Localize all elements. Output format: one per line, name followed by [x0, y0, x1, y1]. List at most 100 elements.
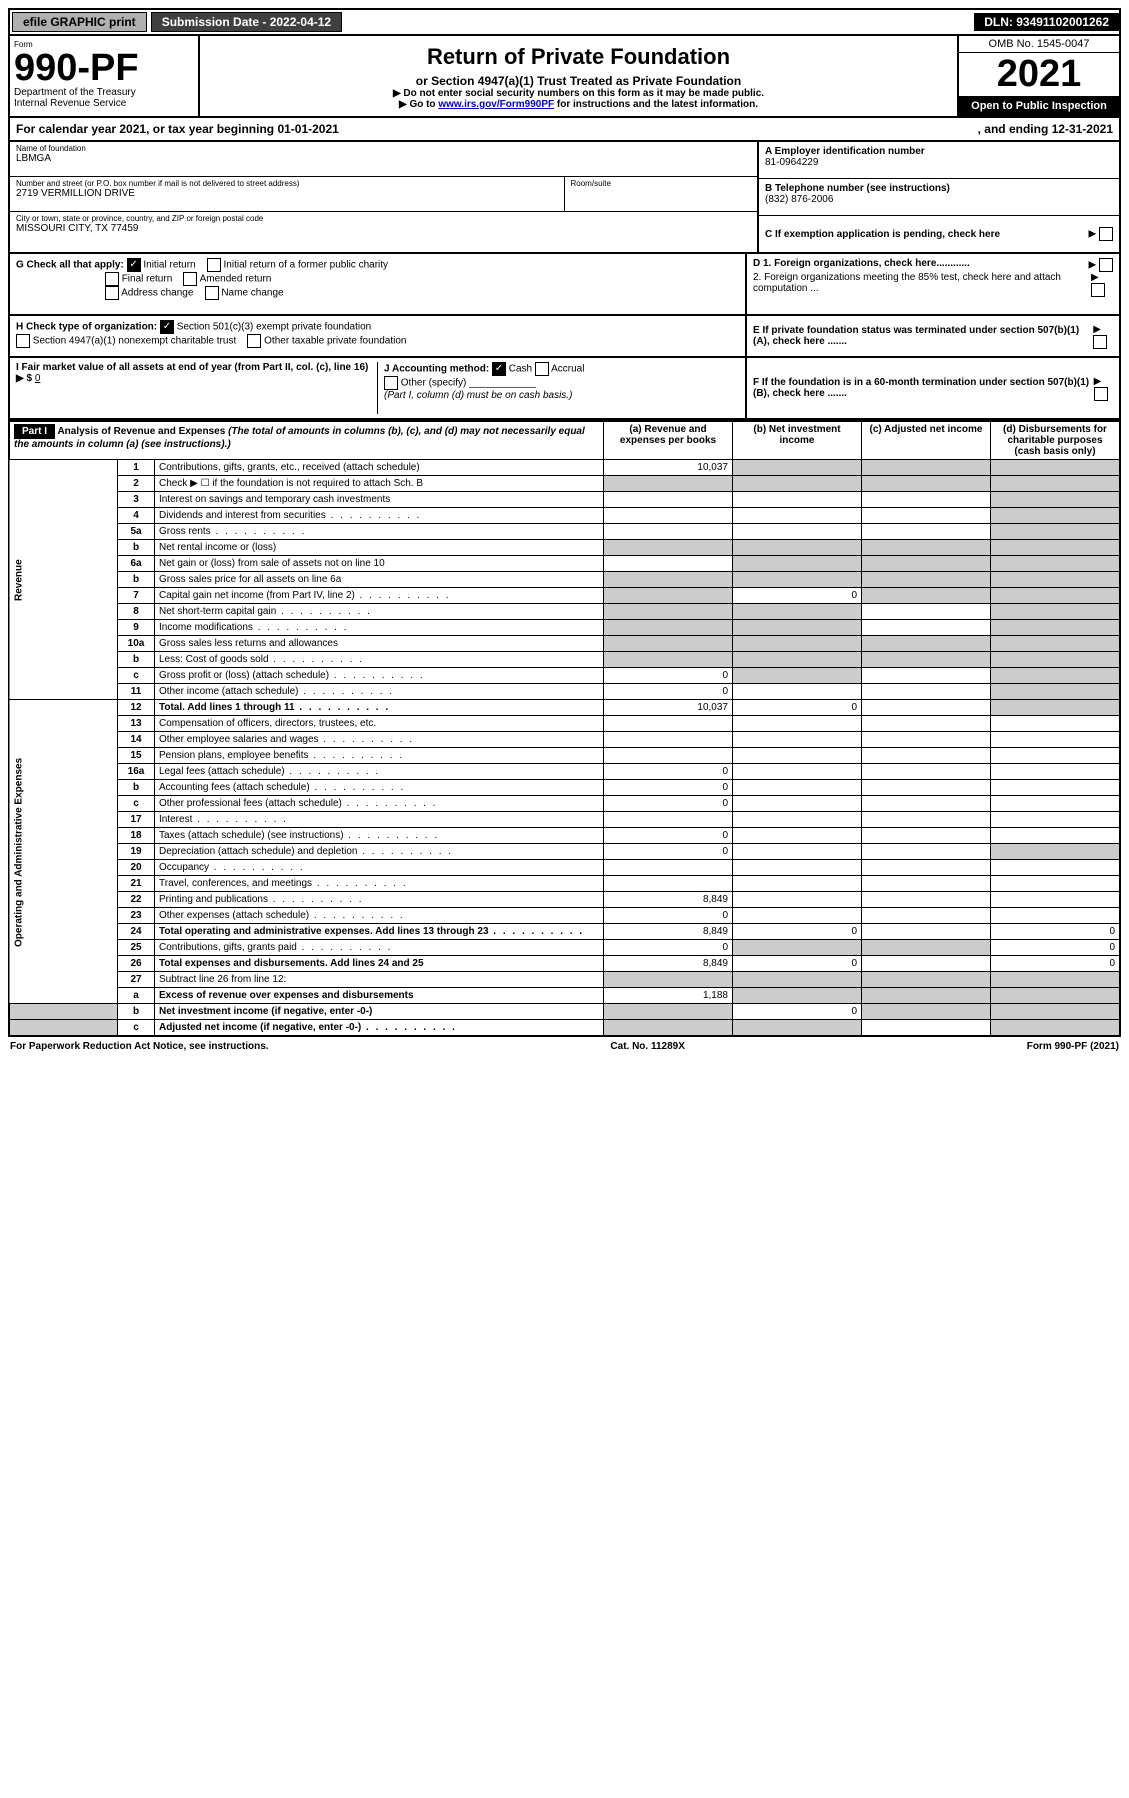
row-num: 20 [118, 860, 155, 876]
row-desc: Net gain or (loss) from sale of assets n… [155, 556, 604, 572]
row-b [733, 748, 862, 764]
j-accrual-checkbox[interactable] [535, 362, 549, 376]
final-return-checkbox[interactable] [105, 272, 119, 286]
foundation-name: LBMGA [16, 153, 751, 164]
row-b [733, 508, 862, 524]
row-d [991, 524, 1121, 540]
exemption-checkbox[interactable] [1099, 227, 1113, 241]
row-d [991, 668, 1121, 684]
h-4947-checkbox[interactable] [16, 334, 30, 348]
row-c [862, 860, 991, 876]
row-c [862, 796, 991, 812]
row-d [991, 1004, 1121, 1020]
exemption-label: C If exemption application is pending, c… [765, 229, 1000, 240]
row-b [733, 940, 862, 956]
form990pf-link[interactable]: www.irs.gov/Form990PF [438, 99, 554, 110]
form-note1: ▶ Do not enter social security numbers o… [210, 88, 947, 99]
f-checkbox[interactable] [1094, 387, 1108, 401]
options-g-d: G Check all that apply: Initial return I… [8, 254, 1121, 316]
row-d [991, 684, 1121, 700]
part1-label: Part I [14, 424, 55, 439]
row-num: 22 [118, 892, 155, 908]
row-c [862, 988, 991, 1004]
row-a: 1,188 [604, 988, 733, 1004]
form-subtitle: or Section 4947(a)(1) Trust Treated as P… [210, 74, 947, 88]
addr-change-checkbox[interactable] [105, 286, 119, 300]
row-19: 19 Depreciation (attach schedule) and de… [9, 844, 1120, 860]
row-num: 5a [118, 524, 155, 540]
row-b [733, 668, 862, 684]
foundation-city: MISSOURI CITY, TX 77459 [16, 223, 751, 234]
row-a [604, 748, 733, 764]
addr-change-label: Address change [121, 288, 193, 299]
row-d [991, 972, 1121, 988]
row-d [991, 636, 1121, 652]
footer-center: Cat. No. 11289X [610, 1041, 684, 1052]
row-b [733, 556, 862, 572]
row-d [991, 1020, 1121, 1037]
name-change-checkbox[interactable] [205, 286, 219, 300]
final-return-label: Final return [122, 274, 173, 285]
row-num: 3 [118, 492, 155, 508]
calyear-end: , and ending 12-31-2021 [978, 122, 1113, 136]
row-desc: Net investment income (if negative, ente… [155, 1004, 604, 1020]
e-checkbox[interactable] [1093, 335, 1107, 349]
row-b [733, 652, 862, 668]
efile-print-button[interactable]: efile GRAPHIC print [12, 12, 147, 32]
row-6b: b Gross sales price for all assets on li… [9, 572, 1120, 588]
row-num: 9 [118, 620, 155, 636]
row-b [733, 572, 862, 588]
omb-label: OMB No. 1545-0047 [959, 36, 1119, 53]
row-10c: c Gross profit or (loss) (attach schedul… [9, 668, 1120, 684]
row-a [604, 732, 733, 748]
j-other-checkbox[interactable] [384, 376, 398, 390]
expenses-side-label: Operating and Administrative Expenses [9, 700, 118, 1004]
row-desc: Contributions, gifts, grants paid [155, 940, 604, 956]
row-d [991, 748, 1121, 764]
irs-label: Internal Revenue Service [14, 98, 194, 109]
initial-return-checkbox[interactable] [127, 258, 141, 272]
j-label: J Accounting method: [384, 364, 489, 375]
row-b [733, 1020, 862, 1037]
h-501c3-checkbox[interactable] [160, 320, 174, 334]
submission-date-button[interactable]: Submission Date - 2022-04-12 [151, 12, 342, 32]
options-ij-f: I Fair market value of all assets at end… [8, 358, 1121, 420]
city-label: City or town, state or province, country… [16, 214, 751, 223]
row-24: 24 Total operating and administrative ex… [9, 924, 1120, 940]
name-label: Name of foundation [16, 144, 751, 153]
row-c [862, 668, 991, 684]
row-b [733, 636, 862, 652]
h-other-checkbox[interactable] [247, 334, 261, 348]
row-num: 17 [118, 812, 155, 828]
e-label: E If private foundation status was termi… [753, 325, 1093, 347]
row-a: 0 [604, 908, 733, 924]
ij-section: I Fair market value of all assets at end… [10, 358, 747, 418]
initial-former-checkbox[interactable] [207, 258, 221, 272]
amended-return-checkbox[interactable] [183, 272, 197, 286]
row-desc: Travel, conferences, and meetings [155, 876, 604, 892]
row-num: 1 [118, 460, 155, 476]
d1-checkbox[interactable] [1099, 258, 1113, 272]
row-d: 0 [991, 956, 1121, 972]
top-bar: efile GRAPHIC print Submission Date - 20… [8, 8, 1121, 36]
col-b-header: (b) Net investment income [733, 421, 862, 460]
row-c [862, 844, 991, 860]
row-b [733, 604, 862, 620]
row-8: 8 Net short-term capital gain [9, 604, 1120, 620]
row-c [862, 524, 991, 540]
row-b: 0 [733, 700, 862, 716]
g-label: G Check all that apply: [16, 260, 124, 271]
row-c [862, 1020, 991, 1037]
row-16a: 16a Legal fees (attach schedule) 0 [9, 764, 1120, 780]
row-d [991, 492, 1121, 508]
row-c [862, 476, 991, 492]
row-num: 7 [118, 588, 155, 604]
j-cash-label: Cash [509, 364, 532, 375]
row-14: 14 Other employee salaries and wages [9, 732, 1120, 748]
row-b [733, 540, 862, 556]
j-cash-checkbox[interactable] [492, 362, 506, 376]
d2-checkbox[interactable] [1091, 283, 1105, 297]
row-d [991, 812, 1121, 828]
row-c [862, 572, 991, 588]
col-d-header: (d) Disbursements for charitable purpose… [991, 421, 1121, 460]
